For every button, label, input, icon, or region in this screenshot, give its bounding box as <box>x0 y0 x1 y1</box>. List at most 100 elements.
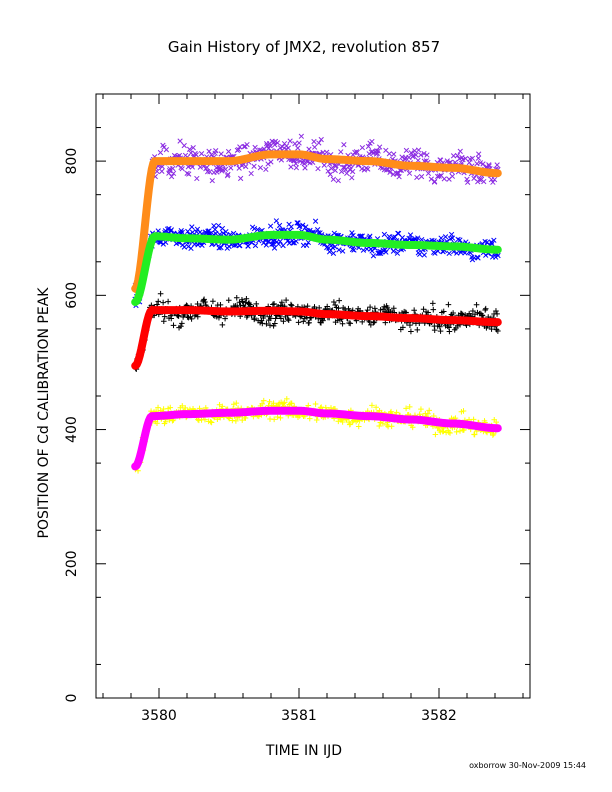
data-point <box>324 303 331 310</box>
data-point <box>417 251 423 257</box>
data-point <box>377 307 384 313</box>
data-point <box>167 404 174 411</box>
data-point <box>206 148 212 154</box>
data-point <box>482 305 489 312</box>
data-point <box>233 294 240 301</box>
data-point <box>188 245 194 252</box>
data-point <box>157 149 164 156</box>
data-point <box>491 237 497 243</box>
x-axis-label: TIME IN IJD <box>265 743 342 759</box>
data-point <box>260 397 267 404</box>
data-point <box>189 164 196 170</box>
data-point <box>446 328 453 335</box>
data-point <box>231 401 237 408</box>
data-point <box>225 297 232 304</box>
data-point <box>208 419 215 426</box>
data-point <box>202 299 208 305</box>
data-point <box>207 169 213 175</box>
data-point <box>178 323 184 330</box>
data-point <box>386 233 392 240</box>
data-point <box>340 248 346 254</box>
data-point <box>388 408 394 415</box>
data-point <box>330 250 337 256</box>
fit-series-7 <box>131 406 502 471</box>
data-point <box>494 162 500 168</box>
data-point <box>409 424 416 431</box>
data-point <box>285 317 292 324</box>
data-point <box>244 141 250 148</box>
data-point <box>403 147 410 154</box>
data-point <box>407 322 413 328</box>
data-point <box>425 170 432 177</box>
data-point <box>457 148 463 154</box>
data-point <box>426 407 432 414</box>
data-point <box>458 310 465 317</box>
data-point <box>335 177 341 184</box>
data-point <box>179 320 185 327</box>
data-point <box>243 295 250 302</box>
data-point <box>233 418 239 424</box>
data-point <box>446 250 452 257</box>
data-point <box>437 328 444 334</box>
data-point <box>271 245 278 251</box>
data-point <box>263 321 270 327</box>
data-point <box>228 165 234 171</box>
data-point <box>372 305 378 312</box>
fit-series-3 <box>131 230 502 307</box>
x-tick-label: 3581 <box>281 708 317 724</box>
data-point <box>333 163 339 169</box>
data-point <box>270 301 276 308</box>
data-point <box>293 165 300 171</box>
data-point <box>425 309 431 316</box>
plot-area <box>131 133 502 474</box>
data-point <box>215 222 222 229</box>
data-point <box>213 148 219 154</box>
data-point <box>495 328 501 334</box>
data-point <box>331 299 337 305</box>
x-tick-label: 3582 <box>421 708 457 724</box>
data-point <box>182 405 189 411</box>
data-point <box>445 429 452 436</box>
data-point <box>163 147 170 153</box>
data-point <box>336 297 342 304</box>
data-point <box>415 235 421 241</box>
y-axis-label: POSITION OF Cd CALIBRATION PEAK <box>36 287 52 539</box>
data-point <box>159 164 165 170</box>
data-point <box>225 171 231 178</box>
data-point <box>161 313 168 320</box>
data-point <box>316 140 322 146</box>
data-point <box>285 145 291 151</box>
data-point <box>335 305 342 312</box>
data-point <box>208 152 215 158</box>
fit-series-1 <box>131 150 502 293</box>
data-point <box>432 250 438 256</box>
data-point <box>376 144 383 150</box>
data-point <box>321 162 327 168</box>
data-point <box>197 164 203 170</box>
fit-line <box>131 306 502 370</box>
footer-stamp: oxborrow 30-Nov-2009 15:44 <box>469 761 586 770</box>
scatter-series-4 <box>132 290 501 372</box>
data-point <box>313 417 320 423</box>
data-point <box>447 430 453 436</box>
data-point <box>469 155 476 162</box>
data-point <box>381 303 387 310</box>
data-point <box>494 311 500 317</box>
data-point <box>158 239 164 246</box>
data-point <box>190 145 196 151</box>
data-point <box>300 318 307 325</box>
x-axis: 3580 3581 3582 <box>102 94 524 724</box>
data-point <box>367 233 373 239</box>
y-tick-label: 0 <box>64 694 80 703</box>
data-point <box>272 320 278 327</box>
data-point <box>479 312 486 319</box>
data-point <box>222 315 228 322</box>
data-point <box>359 144 366 151</box>
data-point <box>482 307 488 313</box>
data-point <box>375 148 381 154</box>
data-point <box>474 161 480 167</box>
data-point <box>373 404 379 411</box>
data-point <box>231 242 237 248</box>
data-point <box>327 171 333 178</box>
data-point <box>412 148 418 154</box>
